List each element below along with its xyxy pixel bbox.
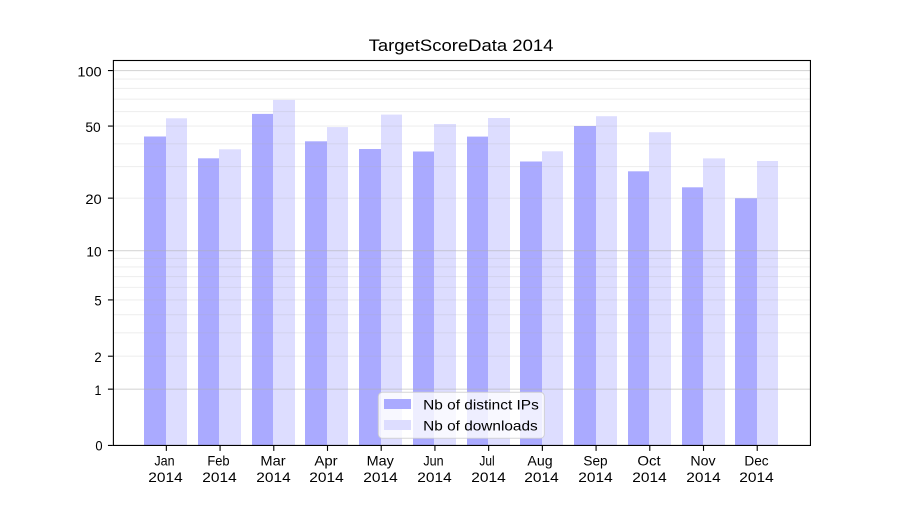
svg-text:100: 100: [77, 63, 102, 79]
svg-text:Jan: Jan: [154, 453, 174, 469]
svg-text:2014: 2014: [363, 469, 398, 485]
svg-text:Aug: Aug: [527, 453, 552, 469]
svg-text:2014: 2014: [202, 469, 237, 485]
svg-text:TargetScoreData 2014: TargetScoreData 2014: [369, 36, 554, 55]
svg-text:2014: 2014: [309, 469, 344, 485]
svg-text:2014: 2014: [471, 469, 506, 485]
svg-text:Nb of downloads: Nb of downloads: [423, 417, 538, 433]
svg-text:2014: 2014: [686, 469, 721, 485]
svg-text:Jun: Jun: [423, 453, 443, 469]
svg-text:Sep: Sep: [583, 453, 607, 469]
svg-text:0: 0: [95, 437, 102, 453]
svg-text:Feb: Feb: [207, 453, 229, 469]
svg-text:Oct: Oct: [637, 453, 660, 469]
svg-text:2014: 2014: [739, 469, 774, 485]
svg-text:Apr: Apr: [314, 453, 338, 469]
svg-text:20: 20: [85, 191, 102, 207]
svg-text:Nov: Nov: [690, 453, 715, 469]
svg-text:5: 5: [94, 293, 102, 309]
svg-text:Dec: Dec: [744, 453, 768, 469]
svg-text:Nb of distinct IPs: Nb of distinct IPs: [423, 396, 539, 412]
svg-text:2014: 2014: [524, 469, 559, 485]
svg-text:1: 1: [95, 382, 102, 398]
svg-text:2014: 2014: [578, 469, 613, 485]
svg-text:May: May: [367, 453, 394, 469]
svg-text:Jul: Jul: [479, 453, 494, 469]
svg-text:Mar: Mar: [260, 453, 286, 469]
svg-text:2014: 2014: [417, 469, 452, 485]
svg-text:2014: 2014: [256, 469, 291, 485]
svg-text:2: 2: [94, 349, 102, 365]
svg-text:2014: 2014: [148, 469, 183, 485]
svg-text:10: 10: [86, 243, 101, 259]
svg-text:2014: 2014: [632, 469, 667, 485]
svg-text:50: 50: [85, 119, 101, 135]
